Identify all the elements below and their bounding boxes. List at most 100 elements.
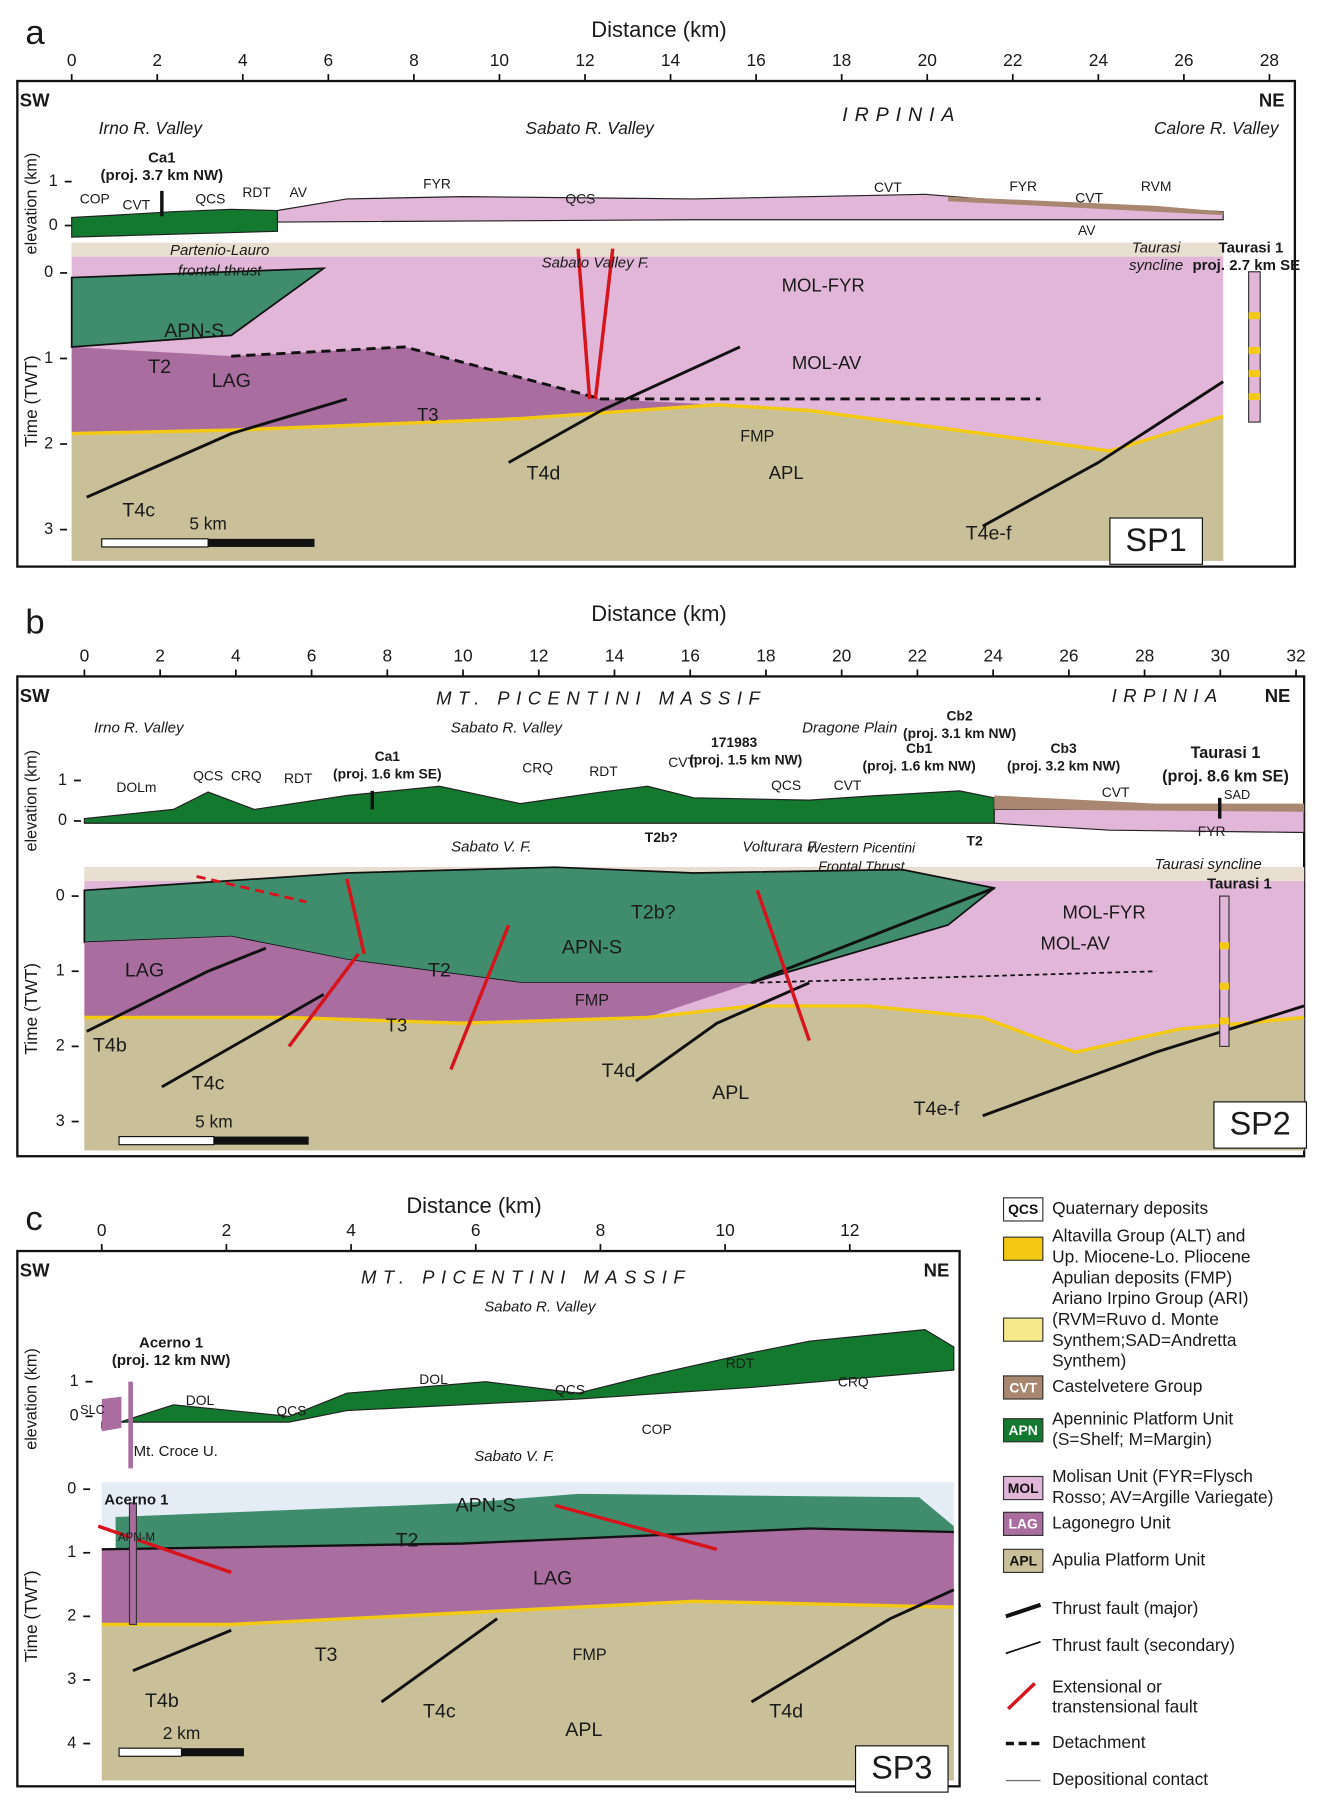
tick-label: 12 (840, 1220, 859, 1240)
well (129, 1503, 136, 1624)
axis-title: Distance (km) (591, 17, 726, 42)
scale-label: 2 km (163, 1723, 201, 1743)
tick-label: 28 (1135, 645, 1154, 665)
tick-label: 8 (409, 50, 419, 70)
scale-bar (182, 1748, 244, 1756)
label: NE (1265, 685, 1291, 706)
label: T2 (148, 356, 171, 378)
tick-label: 20 (918, 50, 937, 70)
legend-code: MOL (1008, 1480, 1039, 1496)
label: APN-M (118, 1532, 155, 1544)
label: Mt. Croce U. (134, 1443, 218, 1460)
label: LAG (533, 1568, 572, 1590)
well-band (1220, 983, 1229, 990)
tick-label: 0 (58, 811, 67, 829)
label: Taurasi 1 (1191, 744, 1261, 762)
label: QCS (565, 191, 595, 207)
legend-text: Apulian deposits (FMP) (1052, 1267, 1232, 1287)
tick-label: 8 (382, 645, 392, 665)
label: Sabato V. F. (474, 1448, 554, 1465)
label: Dragone Plain (802, 719, 897, 736)
panel-letter: c (25, 1200, 42, 1238)
tick-label: 4 (67, 1734, 76, 1752)
tick-label: 3 (67, 1670, 76, 1688)
label: RDT (726, 1355, 755, 1371)
tick-label: 28 (1260, 50, 1279, 70)
label: T4c (423, 1701, 456, 1723)
label: (proj. 3.1 km NW) (903, 725, 1016, 741)
label: CRQ (522, 760, 553, 776)
label: FMP (575, 992, 609, 1010)
label: MOL-AV (792, 352, 862, 373)
label: Sabato R. Valley (451, 719, 564, 736)
legend-text: (RVM=Ruvo d. Monte (1052, 1309, 1219, 1329)
legend-text: Apenninic Platform Unit (1052, 1408, 1233, 1428)
label: T4d (602, 1060, 636, 1082)
tick-label: 32 (1286, 645, 1305, 665)
tick-label: 2 (152, 50, 162, 70)
label: MT. PICENTINI MASSIF (436, 687, 766, 708)
scale-bar (208, 539, 314, 547)
scale-label: 5 km (189, 514, 227, 534)
label: MOL-AV (1040, 933, 1110, 954)
axis-title: elevation (km) (23, 153, 41, 255)
tick-label: 3 (56, 1112, 65, 1130)
label: T2b? (645, 829, 678, 845)
axis-title: Distance (km) (591, 601, 726, 626)
legend-swatch (1004, 1318, 1043, 1341)
tick-label: 10 (715, 1220, 734, 1240)
legend-text: Synthem) (1052, 1351, 1126, 1371)
tick-label: 4 (231, 645, 241, 665)
scale-label: 5 km (195, 1111, 233, 1131)
label: Sabato V. F. (451, 839, 531, 856)
label: Taurasi syncline (1155, 856, 1262, 873)
tick-label: 0 (97, 1220, 107, 1240)
tick-label: 30 (1211, 645, 1230, 665)
label: (proj. 1.6 km SE) (333, 765, 442, 781)
tick-label: 8 (596, 1220, 606, 1240)
legend-swatch (1004, 1237, 1043, 1260)
label: T4c (122, 499, 155, 521)
legend-text: Ariano Irpino Group (ARI) (1052, 1288, 1248, 1308)
label: SLC (80, 1402, 105, 1417)
label: syncline (1129, 257, 1183, 274)
legend-text: Castelvetere Group (1052, 1376, 1202, 1396)
label: T4d (769, 1701, 803, 1723)
label: T4e-f (966, 522, 1012, 544)
label: SW (20, 90, 50, 111)
tick-label: 12 (575, 50, 594, 70)
label: Cb2 (947, 708, 973, 724)
label: T4e-f (914, 1098, 960, 1120)
tick-label: 1 (49, 172, 58, 190)
label: CVT (123, 197, 151, 213)
legend-text: transtensional fault (1052, 1696, 1198, 1716)
legend-code: APN (1009, 1422, 1038, 1438)
tick-label: 16 (746, 50, 765, 70)
legend-text: Depositional contact (1052, 1769, 1208, 1789)
label: Taurasi 1 (1219, 240, 1284, 257)
tick-label: 10 (453, 645, 472, 665)
axis-title: Time (TWT) (21, 355, 41, 447)
legend-text: Synthem;SAD=Andretta (1052, 1330, 1237, 1350)
scale-bar (102, 539, 208, 547)
label: APL (565, 1719, 602, 1741)
label: T2 (967, 832, 983, 848)
label: QCS (193, 768, 223, 784)
tick-label: 22 (1003, 50, 1022, 70)
well-band (1249, 347, 1261, 354)
tick-label: 24 (983, 645, 1003, 665)
page: { "panels": [ { "letter": "a", "axis_tit… (0, 0, 1318, 1813)
legend-text: Extensional or (1052, 1677, 1162, 1697)
label: CRQ (838, 1373, 869, 1389)
tick-label: 2 (222, 1220, 232, 1240)
tick-label: 10 (490, 50, 509, 70)
tick-label: 0 (70, 1407, 79, 1425)
tick-label: 6 (307, 645, 317, 665)
label: T2b? (631, 902, 676, 924)
tick-label: 12 (529, 645, 548, 665)
label: FMP (740, 427, 774, 445)
tick-label: 4 (238, 50, 248, 70)
label: Irno R. Valley (94, 719, 185, 736)
label: RDT (589, 763, 618, 779)
axis-title: Time (TWT) (21, 1570, 41, 1662)
